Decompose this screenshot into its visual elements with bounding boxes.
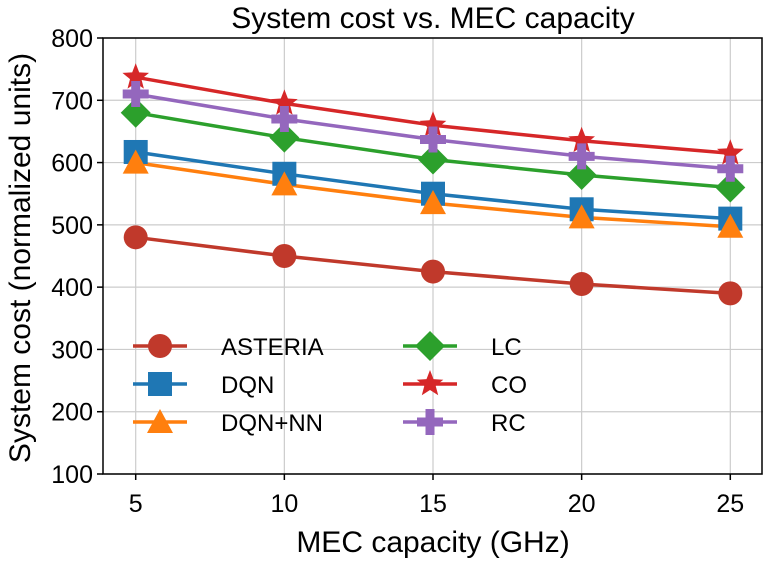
data-point-rc (271, 105, 298, 132)
data-point-lc (120, 97, 151, 128)
legend-marker-icon (148, 372, 172, 396)
data-point-asteria (718, 281, 743, 306)
y-tick-label: 500 (51, 212, 93, 240)
data-point-co (419, 111, 447, 137)
legend-label: ASTERIA (221, 334, 324, 361)
x-tick-label: 5 (129, 490, 143, 518)
data-point-co (271, 89, 298, 115)
data-point-lc (566, 160, 597, 191)
data-point-dqn-nn (271, 171, 298, 196)
data-point-dqn-nn (717, 213, 744, 238)
y-tick-label: 600 (51, 150, 93, 178)
data-point-lc (418, 144, 448, 175)
legend: ASTERIA DQN DQN+NN LC CO RC (133, 331, 527, 437)
legend-item-lc: LC (403, 331, 522, 361)
data-point-rc (568, 143, 595, 170)
data-point-dqn-nn (420, 190, 446, 215)
legend-label: DQN+NN (221, 410, 323, 437)
chart-title: System cost vs. MEC capacity (231, 2, 634, 35)
data-point-asteria (421, 259, 445, 284)
legend-marker-icon (415, 331, 445, 361)
y-tick-label: 800 (51, 25, 93, 53)
x-tick-label: 15 (419, 490, 447, 518)
data-point-asteria (272, 244, 297, 268)
y-tick-label: 200 (51, 399, 93, 427)
data-point-rc (420, 126, 446, 153)
grid (103, 37, 763, 475)
legend-label: CO (491, 372, 527, 399)
data-point-lc (269, 122, 300, 153)
legend-marker-icon (416, 370, 444, 396)
y-tick-label: 700 (51, 87, 93, 115)
axis-ticks: 5 10 15 20 25 100 200 300 400 500 600 700 800 (51, 25, 744, 518)
legend-item-rc: RC (403, 409, 526, 437)
x-tick-label: 20 (568, 490, 596, 518)
data-point-rc (122, 81, 149, 108)
legend-item-co: CO (403, 370, 527, 399)
legend-label: LC (491, 334, 522, 361)
data-point-rc (717, 155, 744, 182)
legend-label: DQN (221, 372, 274, 399)
data-point-co (568, 126, 595, 153)
data-point-lc (715, 172, 746, 203)
series-markers (120, 63, 746, 306)
data-point-co (122, 63, 149, 89)
legend-item-asteria: ASTERIA (133, 334, 324, 361)
legend-item-dqn-nn: DQN+NN (133, 409, 323, 437)
legend-marker-icon (417, 409, 443, 435)
legend-item-dqn: DQN (133, 372, 274, 399)
data-point-dqn-nn (122, 149, 149, 174)
y-tick-label: 100 (51, 461, 93, 489)
x-tick-label: 25 (716, 490, 744, 518)
x-axis-label: MEC capacity (GHz) (296, 526, 569, 559)
legend-label: RC (491, 410, 526, 437)
y-axis-label: System cost (normalized units) (4, 53, 37, 463)
data-point-dqn-nn (568, 204, 595, 229)
y-tick-label: 400 (51, 274, 93, 302)
legend-marker-icon (147, 409, 173, 434)
data-point-asteria (569, 272, 594, 297)
x-tick-label: 10 (270, 490, 298, 518)
data-point-asteria (123, 225, 148, 250)
y-tick-label: 300 (51, 336, 93, 364)
legend-marker-icon (148, 334, 172, 358)
data-point-co (717, 139, 744, 165)
